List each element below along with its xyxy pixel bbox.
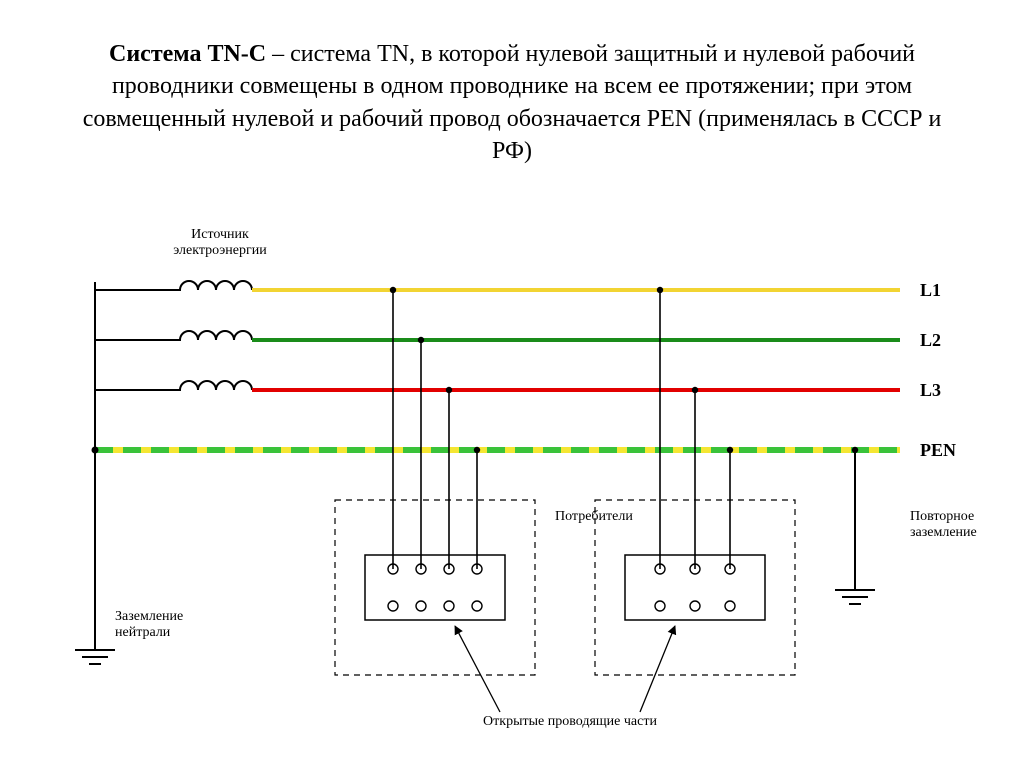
svg-text:Потребители: Потребители [555,509,633,524]
grounding-diagram: Источникэлектроэнергии Заземлениенейтрали… [40,220,984,740]
svg-text:L2: L2 [920,330,941,350]
svg-text:L1: L1 [920,280,941,300]
svg-text:Открытые проводящие части: Открытые проводящие части [483,714,657,729]
title-text: Система TN-C – система TN, в которой нул… [60,38,964,168]
svg-text:Заземлениенейтрали: Заземлениенейтрали [115,609,183,640]
title-bold: Система TN-C [109,41,266,67]
svg-text:L3: L3 [920,380,941,400]
svg-text:Источникэлектроэнергии: Источникэлектроэнергии [173,227,267,258]
svg-text:Повторноезаземление: Повторноезаземление [910,509,977,540]
svg-text:PEN: PEN [920,440,956,460]
